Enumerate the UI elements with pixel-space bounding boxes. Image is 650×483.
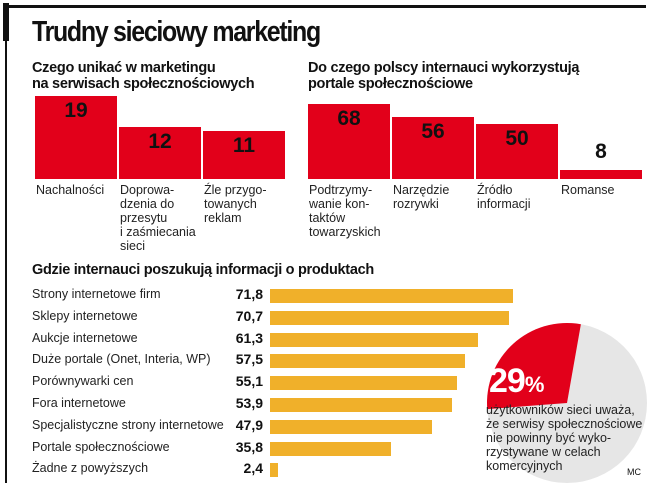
row-value: 55,1 xyxy=(235,373,263,390)
row-value: 2,4 xyxy=(243,460,263,477)
bar-value-label: 11 xyxy=(232,133,256,157)
bar-category-label: Romanse xyxy=(561,183,615,197)
note-line: rzystywane w celach xyxy=(486,445,601,459)
bar xyxy=(560,170,642,179)
bar xyxy=(476,124,558,179)
bar-value-label: 19 xyxy=(64,98,88,122)
row-label: Fora internetowe xyxy=(32,396,126,410)
pie-note: użytkowników sieci uważa, że serwisy spo… xyxy=(486,403,642,473)
row-bar xyxy=(270,354,465,369)
bar-value-label: 56 xyxy=(421,120,445,144)
row-bar xyxy=(270,398,453,412)
bar-category-label: Podtrzymy- wanie kon- taktów towarzyskic… xyxy=(309,183,381,239)
row-label: Specjalistyczne strony internetowe xyxy=(32,417,224,432)
row-bar xyxy=(270,376,457,391)
bar-category-label: Narzędzie rozrywki xyxy=(393,183,450,211)
bar-value-label: 50 xyxy=(505,127,529,150)
note-line: komercyjnych xyxy=(486,459,563,473)
row-label: Żadne z powyższych xyxy=(32,461,149,476)
row-label: Portale społecznościowe xyxy=(32,439,170,454)
pie-slice-29 xyxy=(487,323,581,410)
chart1-title-line: na serwisach społecznościowych xyxy=(32,76,255,92)
bar-category-label: Doprowa- dzenia do przesytu i zaśmiecani… xyxy=(120,183,196,253)
row-label: Aukcje internetowe xyxy=(32,330,138,345)
bar xyxy=(203,130,285,179)
bar-value-label: 12 xyxy=(148,129,172,153)
bar-category-label: Nachalności xyxy=(36,183,105,197)
chart1-title: Czego unikać w marketingu na serwisach s… xyxy=(32,60,255,92)
row-bar xyxy=(270,419,433,434)
row-value: 57,5 xyxy=(235,351,263,368)
bar xyxy=(392,117,474,179)
bar xyxy=(308,104,390,179)
row-label: Duże portale (Onet, Interia, WP) xyxy=(32,352,211,367)
bar-value-label: 8 xyxy=(595,140,607,164)
bar-value-label: 68 xyxy=(337,107,361,131)
chart2-title-line: portale społecznościowe xyxy=(308,76,473,92)
row-value: 71,8 xyxy=(235,286,263,302)
row-value: 35,8 xyxy=(235,438,263,455)
credit: MC xyxy=(627,467,641,477)
row-bar xyxy=(270,463,279,478)
row-value: 61,3 xyxy=(235,329,263,346)
chart3-title: Gdzie internauci poszukują informacji o … xyxy=(32,262,374,278)
page-title: Trudny sieciowy marketing xyxy=(32,16,321,48)
frame-corner xyxy=(3,3,9,41)
row-label: Strony internetowe firm xyxy=(32,287,161,301)
pie-unit: % xyxy=(524,372,545,397)
note-line: użytkowników sieci uważa, xyxy=(486,403,635,417)
bar-category-label: Źródło informacji xyxy=(477,183,531,211)
row-bar xyxy=(270,332,478,347)
row-label: Sklepy internetowe xyxy=(32,308,138,323)
row-label: Porównywarki cen xyxy=(32,374,134,389)
chart1-title-line: Czego unikać w marketingu xyxy=(32,60,216,76)
pie-value: 29 xyxy=(489,362,526,400)
frame-left-line xyxy=(5,5,7,483)
frame-top-line xyxy=(6,5,646,8)
row-bar xyxy=(270,441,392,456)
chart2-title: Do czego polscy internauci wykorzystują … xyxy=(308,60,579,92)
chart2-title-line: Do czego polscy internauci wykorzystują xyxy=(308,60,580,76)
bar xyxy=(35,95,117,179)
row-value: 70,7 xyxy=(235,307,263,324)
row-value: 47,9 xyxy=(235,416,263,433)
note-line: że serwisy społecznościowe xyxy=(486,417,643,431)
row-value: 53,9 xyxy=(235,395,263,411)
note-line: nie powinny być wyko- xyxy=(486,431,612,445)
pie-percent: 29% xyxy=(489,362,544,401)
bar xyxy=(119,126,201,179)
bar-category-label: Źle przygo- towanych reklam xyxy=(204,183,267,225)
row-bar xyxy=(270,289,514,303)
row-bar xyxy=(270,310,510,325)
